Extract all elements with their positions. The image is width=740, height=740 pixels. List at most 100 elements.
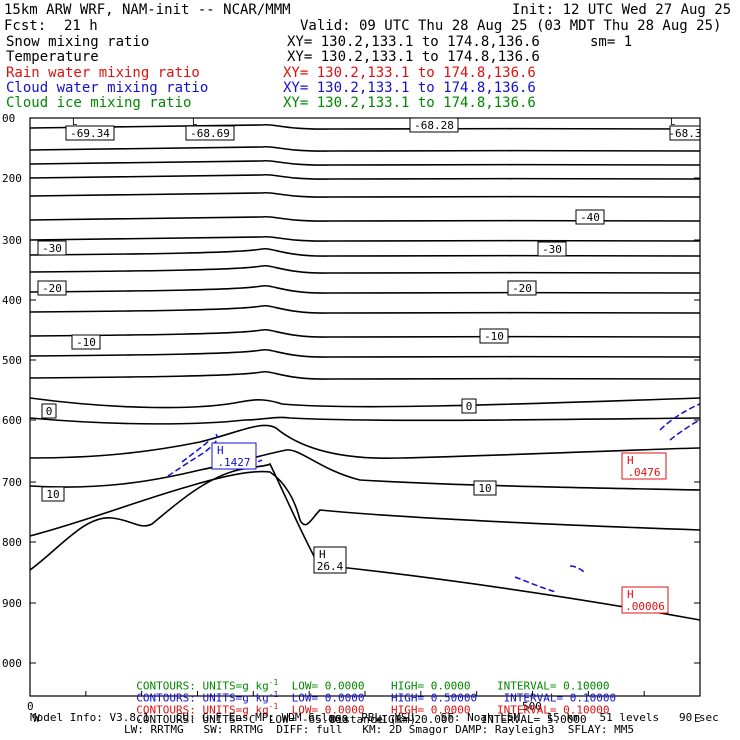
isotherm-label: -68.28 [409, 117, 459, 133]
isotherm-label-box [575, 209, 605, 225]
y-tick-label: 00 [2, 112, 15, 125]
valid-time: Valid: 09 UTC Thu 28 Aug 25 (03 MDT Thu … [300, 18, 722, 34]
cloud-water-low [514, 576, 557, 593]
spec-sup: -1 [268, 702, 279, 711]
spec-units: UNITS=g kg [202, 691, 269, 705]
isotherm-label-text: 10 [46, 488, 59, 501]
isotherm-label-box [185, 125, 235, 141]
temp-max-marker-type: H [319, 548, 326, 561]
isotherm-label-box [479, 328, 509, 344]
y-tick-label: 400 [2, 294, 22, 307]
isotherm-line [29, 348, 701, 358]
fcst-label: Fcst: [4, 18, 47, 34]
field-xy-temp: XY= 130.2,133.1 to 174.8,136.6 [287, 49, 540, 65]
y-tick-label: 300 [2, 234, 22, 247]
spec-low: LOW= 0.0000 [291, 691, 365, 705]
cloud-water-left-inner [181, 437, 213, 463]
spec-sup: -1 [268, 678, 279, 687]
y-tick-label: 600 [2, 414, 22, 427]
temp-max-marker-value: 26.4 [317, 560, 344, 573]
x-tick-label: 500 [522, 700, 542, 713]
isotherm-line [29, 449, 701, 491]
cloud-water-right-2 [669, 419, 701, 441]
isotherm-line [29, 173, 701, 180]
isotherm-label-box [65, 125, 115, 141]
isotherm-line [29, 370, 701, 380]
isotherm-label-text: -68.28 [414, 119, 454, 132]
spec-low: LOW= 0.0000 [291, 703, 365, 717]
spec-high: HIGH= 20.000 [374, 713, 455, 726]
isotherm-label-text: -69.34 [70, 127, 110, 140]
cloud-water-max-marker-box [211, 442, 257, 470]
low-marker: L [670, 118, 675, 128]
rain-max-marker-2-value: .00006 [625, 600, 665, 613]
isotherm-label: -68.69 [185, 125, 235, 141]
isotherm-label-text: 10 [478, 482, 491, 495]
temp-max-marker: H26.4 [313, 546, 347, 574]
spec-label: CONTOURS: [136, 691, 196, 705]
y-tick-label: 500 [2, 354, 22, 367]
cloud-water-right [659, 403, 701, 431]
isotherm-label-text: -10 [484, 330, 504, 343]
spec-label: CONTOURS: [136, 679, 196, 693]
field-name-temp: Temperature [6, 49, 99, 65]
cloud-water-max-marker: H.1427 [211, 442, 257, 470]
low-marker: L [72, 118, 77, 128]
spec-interval: INTERVAL= 0.10000 [496, 679, 610, 693]
spec-units: UNITS=°C [202, 713, 256, 726]
isotherm-label-text: 0 [46, 405, 53, 418]
spec-interval: INTERVAL= 5.0000 [480, 713, 587, 726]
cloud-water-max-marker-value: .1427 [217, 456, 250, 469]
isotherm-label-text: -20 [512, 282, 532, 295]
y-tick-label: 000 [2, 657, 22, 670]
isotherm-label-text: -40 [580, 211, 600, 224]
isotherm-label: -10 [71, 334, 101, 350]
x-end-label-right: E [694, 712, 701, 725]
field-name-rain: Rain water mixing ratio [6, 65, 200, 81]
rain-max-marker: H.0476 [621, 452, 667, 480]
spec-sup: -1 [268, 690, 279, 699]
isotherm-label: -20 [37, 280, 67, 296]
isotherm-line [29, 328, 701, 338]
isotherm-label-text: -30 [542, 243, 562, 256]
isotherm-line [29, 145, 701, 152]
isotherm-label-text: -20 [42, 282, 62, 295]
isotherm-line [29, 304, 701, 314]
isotherm-label: 0 [41, 403, 57, 419]
isotherm-label: 0 [461, 398, 477, 414]
isotherm-line [29, 247, 701, 257]
spec-label: CONTOURS: [136, 713, 196, 726]
spec-high: HIGH= 0.50000 [390, 691, 478, 705]
isotherm-line [29, 424, 701, 460]
isotherm-label: -30 [537, 241, 567, 257]
isotherm-label-box [41, 486, 65, 502]
isotherm-label-box [669, 125, 701, 141]
rain-max-marker-value: .0476 [627, 466, 660, 479]
cloud-water-contours [167, 403, 701, 593]
field-xy-cloudice: XY= 130.2,133.1 to 174.8,136.6 [283, 95, 536, 111]
field-xy-cloudwater: XY= 130.2,133.1 to 174.8,136.6 [283, 80, 536, 96]
field-xy-snow: XY= 130.2,133.1 to 174.8,136.6 [287, 34, 540, 50]
model-info-line1: Model Info: V3.8.1 CU: G-F Ens MP: WDM 6… [30, 711, 719, 724]
isotherm-line [29, 284, 701, 294]
isotherm-label: -10 [479, 328, 509, 344]
spec-high: HIGH= 0.0000 [390, 679, 471, 693]
isotherm-label-box [37, 280, 67, 296]
field-name-cloudwater: Cloud water mixing ratio [6, 80, 209, 96]
cloud-water-left [167, 433, 218, 477]
contour-spec-ice: CONTOURS: UNITS=g kg-1 LOW= 0.0000 HIGH=… [123, 665, 610, 693]
fcst-value: 21 h [64, 18, 98, 34]
terrain-outline [29, 462, 701, 621]
isotherm-label: -30 [37, 240, 67, 256]
isotherm-label: -68.3 [668, 125, 702, 141]
isotherm-line [29, 470, 701, 537]
isotherm-line [29, 235, 701, 242]
x-axis: 0 500 W E [27, 691, 701, 725]
spec-interval: INTERVAL= 0.10000 [503, 691, 617, 705]
model-title: 15km ARW WRF, NAM-init -- NCAR/MMM [4, 2, 291, 18]
isotherm-label-box [537, 241, 567, 257]
isotherm-label-text: -68.3 [668, 127, 701, 140]
isotherm-label-text: -68.69 [190, 127, 230, 140]
